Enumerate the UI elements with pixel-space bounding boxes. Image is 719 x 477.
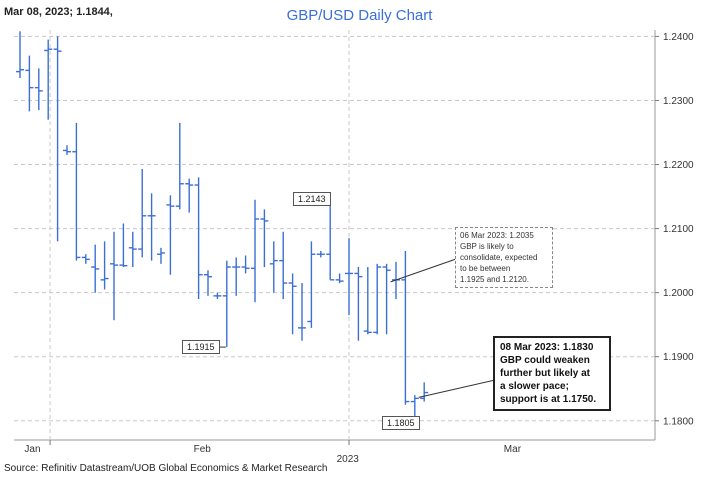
annotation-latest-low-label: 1.1805 — [382, 416, 420, 430]
note-mar06-leader — [391, 259, 456, 282]
y-tick-label: 1.1800 — [663, 416, 694, 427]
x-tick-label: Jan — [24, 444, 40, 455]
note-mar08-line: GBP could weaken — [500, 354, 604, 367]
y-tick-label: 1.2300 — [663, 96, 694, 107]
note-mar08-line: a slower pace; — [500, 380, 604, 393]
y-tick-label: 1.1900 — [663, 352, 694, 363]
note-mar06-line: 06 Mar 2023: 1.2035 — [460, 230, 548, 241]
y-tick-label: 1.2000 — [663, 288, 694, 299]
note-mar08-leader — [419, 380, 495, 397]
note-mar08-line: 08 Mar 2023: 1.1830 — [500, 341, 604, 354]
annotation-high-label: 1.2143 — [293, 192, 331, 206]
x-tick-label: Feb — [194, 444, 212, 455]
note-mar06: 06 Mar 2023: 1.2035 GBP is likely to con… — [455, 227, 553, 288]
y-tick-label: 1.2100 — [663, 224, 694, 235]
ohlc-chart: 1.2400 1.2300 1.2200 1.2100 1.2000 1.1900 1.18… — [0, 0, 719, 477]
source-note: Source: Refinitiv Datastream/UOB Global … — [4, 463, 327, 474]
note-mar08-line: further but likely at — [500, 367, 604, 380]
note-mar06-line: to be between — [460, 263, 548, 274]
y-tick-label: 1.2200 — [663, 160, 694, 171]
note-mar08-line: support is at 1.1750. — [500, 393, 604, 406]
note-mar06-line: consolidate, expected — [460, 252, 548, 263]
note-mar06-line: 1.1925 and 1.2120. — [460, 274, 548, 285]
note-mar08: 08 Mar 2023: 1.1830 GBP could weaken fur… — [493, 336, 611, 411]
x-tick-label: 2023 — [337, 454, 360, 465]
note-mar06-line: GBP is likely to — [460, 241, 548, 252]
annotation-low-label: 1.1915 — [182, 340, 220, 354]
y-tick-label: 1.2400 — [663, 32, 694, 43]
x-tick-label: Mar — [504, 444, 522, 455]
